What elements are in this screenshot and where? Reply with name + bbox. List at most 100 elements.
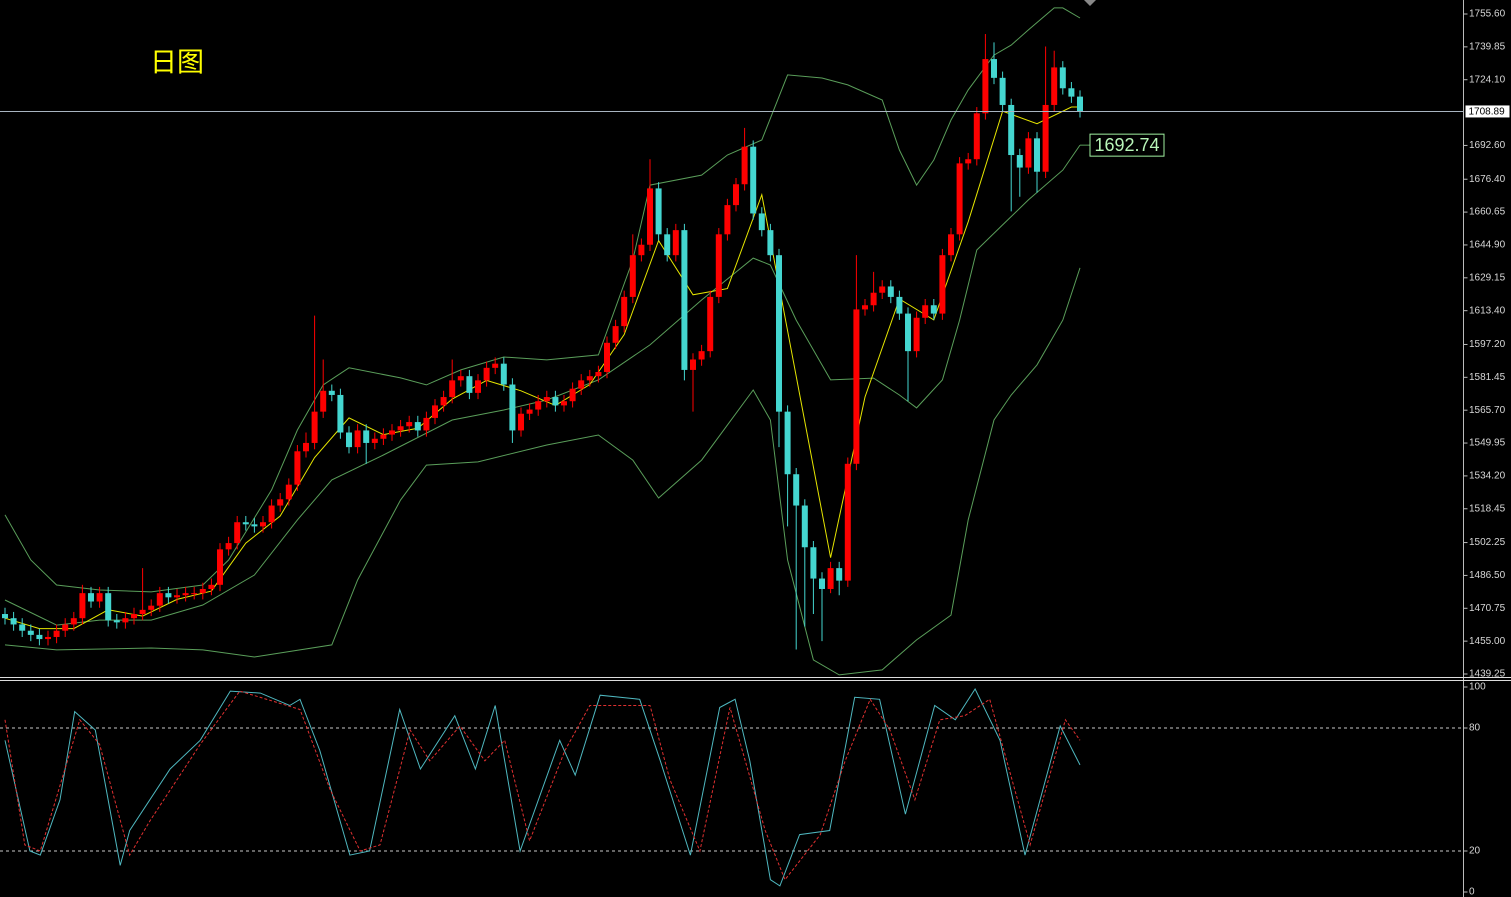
candle-body [896, 296, 903, 314]
candle-body [758, 213, 765, 231]
candle-body [449, 380, 456, 398]
candle-body [88, 593, 94, 602]
candle-body [973, 113, 980, 160]
candle-body [905, 313, 911, 352]
candle-body [156, 593, 163, 606]
candle-body [604, 342, 610, 373]
end-label: 1692.74 [1094, 135, 1159, 155]
y-tick-label: 1676.40 [1469, 174, 1506, 185]
candle-body [79, 593, 86, 619]
candle-body [930, 305, 937, 314]
candle-body [595, 372, 602, 377]
candle-body [776, 255, 782, 412]
candle-body [569, 388, 576, 402]
y-tick-label: 1565.70 [1469, 405, 1506, 416]
candle-body [45, 636, 51, 640]
y-tick-label: 1534.20 [1469, 471, 1506, 482]
candle-body [62, 624, 69, 631]
y-tick-label: 20 [1469, 846, 1481, 857]
candle-body [707, 296, 714, 352]
y-tick-label: 1644.90 [1469, 240, 1506, 251]
y-tick-label: 1439.25 [1469, 669, 1506, 680]
candle-body [647, 188, 653, 245]
candle-body [380, 434, 387, 439]
candle-body [1025, 138, 1032, 168]
candle-body [690, 359, 696, 370]
candle-body [698, 351, 705, 360]
scroll-marker [1084, 0, 1096, 6]
candle-body [182, 593, 189, 596]
end-label-box [1089, 133, 1165, 157]
candle-body [113, 620, 120, 623]
candle-body [982, 59, 989, 114]
candle-body [1042, 104, 1049, 172]
candle-body [535, 401, 542, 410]
candle-body [466, 376, 473, 393]
candle-body [922, 305, 929, 318]
candle-body [483, 367, 490, 381]
candle-body [913, 317, 920, 352]
indicator-line [4, 7, 1081, 593]
candle-body [836, 568, 843, 581]
candle-body [131, 614, 137, 619]
candle-body [148, 605, 155, 610]
candle-body [672, 230, 679, 256]
candle-body [862, 305, 868, 310]
candle-body [174, 595, 180, 598]
candle-body [242, 522, 249, 525]
candle-body [70, 618, 77, 625]
y-tick-label: 1629.15 [1469, 272, 1506, 283]
candle-body [810, 547, 817, 579]
candle-body [251, 524, 258, 527]
last-price-label: 1708.89 [1469, 107, 1506, 118]
candle-body [354, 430, 361, 448]
candle-body [948, 234, 954, 256]
candle-body [939, 255, 946, 314]
candle-body [406, 422, 413, 427]
candle-body [819, 578, 825, 589]
candle-body [784, 411, 791, 475]
candle-body [260, 522, 266, 527]
candle-body [999, 77, 1006, 105]
y-tick-label: 80 [1469, 723, 1481, 734]
candle-body [509, 384, 516, 431]
candle-body [457, 376, 464, 381]
candle-body [165, 593, 172, 598]
candle-body [1008, 104, 1015, 156]
candle-body [526, 409, 533, 414]
candle-body [208, 584, 215, 589]
candle-body [475, 380, 481, 393]
candle-body [337, 394, 344, 433]
candle-body [612, 326, 619, 343]
candle-body [294, 451, 301, 485]
candle-body [234, 522, 241, 544]
candle-body [793, 474, 800, 506]
y-tick-label: 1502.25 [1469, 537, 1506, 548]
candle-body [767, 230, 774, 256]
candle-body [105, 593, 112, 621]
y-tick-label: 1724.10 [1469, 74, 1506, 85]
candle-body [1051, 67, 1058, 105]
candle-body [363, 430, 370, 443]
candle-body [827, 568, 834, 589]
last-price-box [1465, 105, 1510, 118]
candle-body [10, 618, 17, 625]
candle-body [96, 593, 103, 602]
candle-body [887, 286, 894, 297]
y-tick-label: 0 [1469, 887, 1475, 897]
candle-body [733, 184, 739, 206]
candle-body [225, 543, 232, 550]
candle-body [27, 630, 34, 635]
candle-body [389, 430, 395, 435]
candle-body [122, 618, 129, 623]
candle-body [1077, 96, 1083, 112]
oscillator-line [4, 687, 1081, 887]
y-tick-label: 1660.65 [1469, 207, 1506, 218]
candle-body [853, 309, 860, 464]
candle-body [844, 463, 851, 581]
candle-body [320, 390, 327, 412]
candle-body [191, 593, 198, 595]
candle-body [965, 159, 972, 164]
